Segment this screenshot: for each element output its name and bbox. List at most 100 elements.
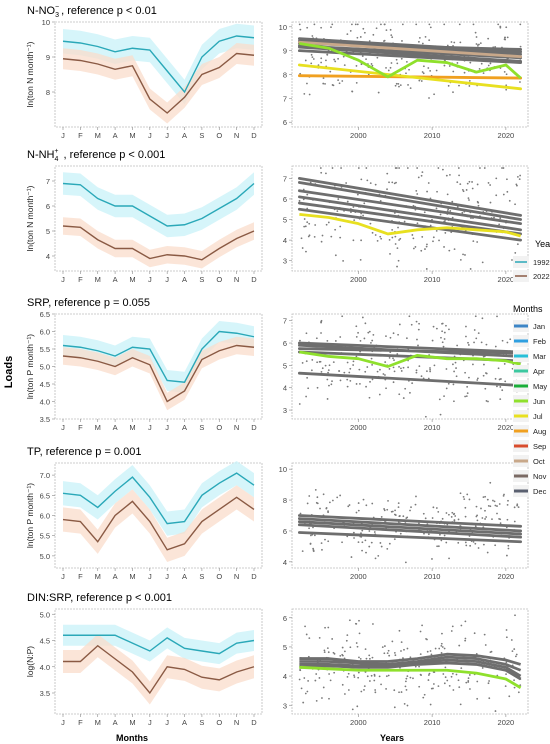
observation-point (382, 373, 385, 375)
observation-point (398, 167, 401, 169)
observation-point (409, 656, 412, 659)
observation-point (368, 657, 371, 660)
observation-point (487, 400, 489, 403)
observation-point (500, 378, 502, 380)
observation-point (498, 223, 501, 226)
observation-point (349, 367, 352, 370)
observation-point (435, 327, 438, 330)
y-tick-label: 7 (283, 94, 287, 103)
x-tick-label: J (148, 423, 152, 432)
x-tick-label: M (129, 423, 135, 432)
observation-point (300, 237, 303, 240)
observation-point (350, 556, 353, 558)
observation-point (397, 333, 399, 336)
right-plot-frame (291, 313, 529, 420)
x-tick-label: M (95, 131, 101, 140)
observation-point (298, 23, 301, 26)
title-main: N-NH (27, 149, 55, 161)
observation-point (393, 359, 395, 362)
observation-point (352, 239, 355, 242)
observation-point (360, 690, 363, 693)
observation-point (519, 81, 521, 83)
observation-point (432, 236, 435, 239)
observation-point (459, 703, 462, 706)
observation-point (393, 651, 396, 654)
observation-point (468, 79, 471, 82)
observation-point (396, 353, 399, 355)
observation-point (414, 665, 417, 668)
observation-point (305, 360, 308, 363)
observation-point (346, 361, 349, 364)
observation-point (343, 371, 346, 374)
observation-point (494, 345, 497, 348)
y-axis-label: ln(ton P month⁻¹) (25, 483, 35, 548)
series-line-2022 (62, 52, 255, 114)
observation-point (400, 650, 402, 652)
observation-point (449, 210, 452, 212)
observation-point (452, 91, 454, 94)
observation-point (406, 167, 409, 169)
observation-point (423, 532, 425, 535)
observation-point (354, 23, 357, 26)
observation-point (484, 644, 487, 646)
observation-point (456, 206, 459, 208)
observation-point (473, 632, 476, 635)
observation-point (388, 238, 391, 241)
observation-point (499, 217, 502, 220)
x-tick-label: M (95, 718, 101, 727)
observation-point (339, 494, 342, 497)
observation-point (321, 367, 324, 370)
observation-point (343, 650, 346, 653)
observation-point (451, 672, 454, 675)
observation-point (380, 237, 383, 240)
observation-point (370, 63, 373, 65)
observation-point (465, 335, 467, 338)
observation-point (366, 366, 369, 368)
observation-point (444, 666, 447, 669)
observation-point (362, 27, 365, 30)
observation-point (328, 384, 330, 387)
observation-point (518, 178, 521, 181)
observation-point (389, 336, 392, 339)
observation-point (396, 247, 399, 250)
observation-point (410, 323, 413, 326)
observation-point (355, 335, 358, 338)
observation-point (485, 343, 488, 346)
observation-point (419, 630, 422, 633)
observation-point (419, 673, 422, 676)
observation-point (320, 26, 323, 29)
observation-point (485, 372, 487, 374)
observation-point (482, 374, 485, 377)
observation-point (412, 677, 414, 680)
observation-point (328, 364, 331, 367)
x-tick-label: N (234, 275, 239, 284)
observation-point (415, 495, 417, 498)
observation-point (365, 58, 367, 61)
observation-point (384, 361, 387, 363)
observation-point (507, 499, 509, 502)
observation-point (385, 387, 387, 390)
observation-point (501, 167, 503, 169)
observation-point (486, 551, 489, 554)
observation-point (427, 377, 430, 380)
trend-curve-Jun (299, 42, 522, 80)
observation-point (494, 504, 497, 507)
observation-point (502, 193, 505, 196)
observation-point (509, 338, 512, 341)
observation-point (357, 676, 360, 679)
observation-point (351, 90, 354, 93)
loads-label: Loads (3, 356, 15, 388)
observation-point (443, 23, 446, 26)
trend-line-Jan (297, 176, 523, 217)
y-tick-label: 5 (283, 361, 287, 370)
observation-point (416, 338, 418, 341)
y-tick-label: 4 (283, 672, 287, 681)
observation-point (320, 171, 323, 174)
observation-point (498, 378, 501, 381)
y-tick-label: 10 (279, 23, 287, 32)
observation-point (367, 73, 370, 76)
observation-point (481, 517, 484, 519)
observation-point (439, 413, 442, 416)
observation-point (516, 243, 519, 246)
confidence-band-2022 (63, 43, 254, 124)
